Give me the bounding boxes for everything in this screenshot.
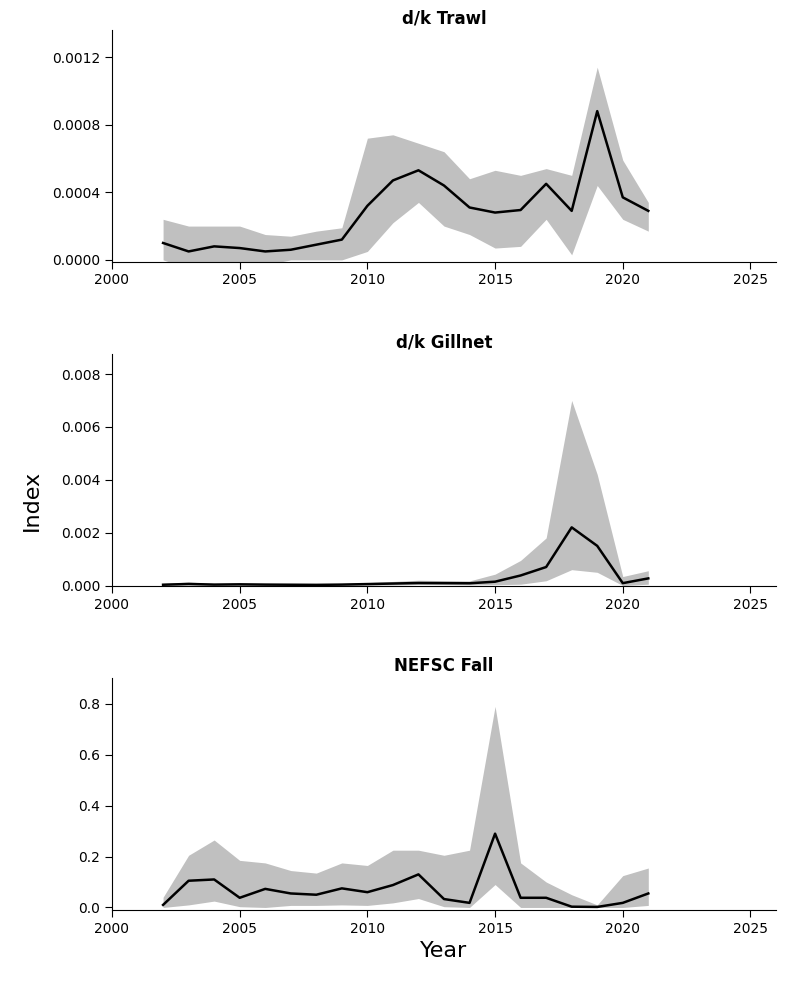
Text: Index: Index — [22, 469, 42, 531]
Title: NEFSC Fall: NEFSC Fall — [394, 657, 494, 675]
Title: d/k Trawl: d/k Trawl — [402, 9, 486, 27]
Title: d/k Gillnet: d/k Gillnet — [396, 333, 492, 351]
X-axis label: Year: Year — [420, 941, 468, 961]
